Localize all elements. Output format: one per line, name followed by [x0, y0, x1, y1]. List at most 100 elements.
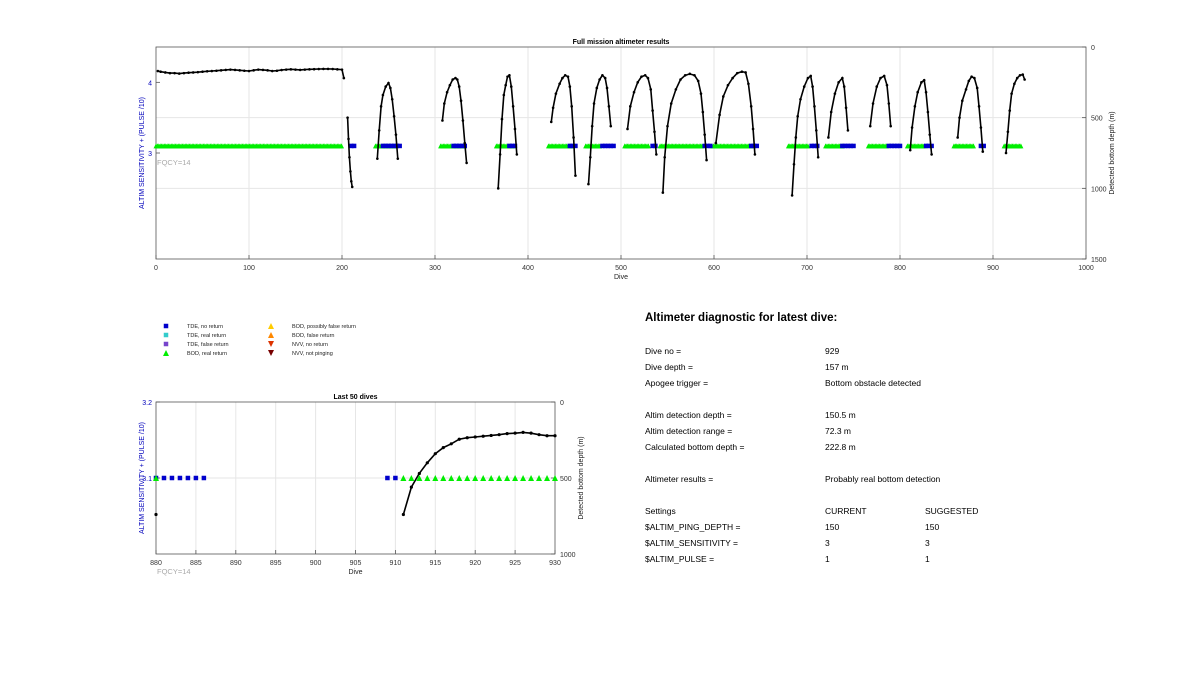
full-fqcy-annotation: FQCY=14: [157, 158, 191, 167]
last50-bod-real-marker: [456, 475, 463, 481]
full-depth-point: [651, 109, 654, 112]
last50-depth-point: [497, 433, 501, 437]
full-depth-point: [233, 68, 237, 72]
full-depth-point: [215, 69, 218, 73]
full-depth-point: [632, 90, 636, 94]
full-depth-point: [879, 76, 882, 80]
full-depth-point: [454, 76, 457, 80]
legend-marker-triangle-down: [268, 341, 274, 347]
full-depth-point: [913, 105, 917, 108]
last50-y-right-axis-label: Detected bottom depth (m): [578, 436, 585, 519]
last50-y-left-axis-label: ALTIM SENSITIVITY + (PULSE /10): [139, 422, 146, 534]
full-depth-point: [463, 141, 467, 145]
full-depth-point: [744, 71, 747, 74]
full-depth-point: [289, 68, 293, 71]
last50-bod-real-marker: [480, 475, 487, 481]
full-depth-point: [882, 74, 886, 78]
last50-bod-real-marker: [440, 475, 447, 481]
full-tde-no-return-marker: [926, 143, 932, 149]
full-depth-point: [815, 129, 818, 132]
last50-x-tick-label: 920: [469, 560, 481, 567]
full-depth-point: [924, 90, 928, 94]
legend-label: NVV, not pinging: [292, 351, 333, 357]
full-depth-point: [177, 72, 181, 75]
last50-depth-point: [553, 434, 557, 438]
full-bod-real-marker: [970, 143, 976, 149]
full-depth-point: [336, 68, 339, 71]
full-x-tick-label: 800: [894, 265, 906, 272]
full-depth-point: [317, 67, 321, 71]
full-depth-point: [457, 85, 461, 88]
full-title: Full mission altimeter results: [573, 39, 670, 46]
full-x-tick-label: 100: [243, 265, 255, 272]
full-depth-point: [629, 105, 632, 108]
legend-label: TDE, no return: [187, 324, 223, 330]
full-depth-point: [679, 78, 682, 81]
full-depth-point: [844, 106, 848, 110]
full-depth-point: [348, 155, 351, 159]
full-depth-point: [626, 127, 629, 131]
full-depth-point: [663, 155, 667, 159]
full-depth-point: [1021, 73, 1025, 76]
last50-x-tick-label: 895: [270, 560, 282, 567]
full-depth-point: [964, 88, 968, 91]
last50-x-tick-label: 915: [429, 560, 441, 567]
full-tde-no-return-marker: [351, 143, 357, 149]
full-depth-point: [956, 136, 959, 139]
full-depth-point: [566, 75, 570, 78]
full-depth-point: [384, 85, 388, 88]
legend-marker-triangle-up: [268, 323, 274, 329]
full-depth-point: [885, 83, 889, 87]
suggested-header: SUGGESTED: [925, 506, 979, 516]
last50-isolated-depth-point: [154, 512, 158, 517]
last50-bod-real-marker: [520, 475, 527, 481]
full-depth-point: [731, 76, 734, 80]
full-depth-point: [381, 93, 385, 97]
full-depth-point: [392, 114, 396, 118]
altimeter-results-label: Altimeter results =: [645, 474, 714, 484]
full-depth-point: [1004, 151, 1008, 155]
full-x-axis-label: Dive: [614, 274, 628, 281]
altimeter-results-value: Probably real bottom detection: [825, 474, 941, 484]
full-tde-no-return-marker: [600, 143, 605, 149]
full-depth-point: [238, 69, 241, 72]
full-tde-no-return-marker: [748, 143, 754, 149]
full-depth-point: [790, 194, 794, 197]
last50-title: Last 50 dives: [334, 394, 378, 401]
full-depth-point: [740, 70, 744, 74]
full-depth-point: [558, 82, 561, 86]
full-depth-trace: [587, 74, 612, 185]
full-depth-point: [726, 83, 730, 87]
full-depth-trace: [869, 74, 892, 127]
full-depth-point: [961, 99, 964, 103]
last50-bod-real-marker: [528, 475, 535, 481]
full-depth-point: [379, 105, 383, 108]
full-depth-point: [846, 129, 850, 132]
last50-tde-no-return-marker: [385, 475, 390, 481]
last50-depth-point: [545, 434, 549, 438]
full-depth-point: [837, 81, 840, 84]
full-tde-no-return-marker: [708, 143, 713, 149]
detection-range-value: 72.3 m: [825, 426, 851, 436]
full-x-tick-label: 400: [522, 265, 534, 272]
last50-y-right-tick-label: 1000: [560, 552, 576, 559]
full-y-left-tick-label: 4: [148, 80, 152, 87]
full-depth-point: [794, 136, 798, 139]
full-depth-point: [829, 110, 833, 114]
full-depth-point: [592, 102, 596, 105]
full-depth-point: [331, 67, 335, 71]
full-x-tick-label: 600: [708, 265, 720, 272]
full-depth-point: [751, 127, 755, 131]
full-depth-point: [182, 71, 186, 75]
full-depth-point: [977, 105, 981, 108]
full-y-right-tick-label: 500: [1091, 116, 1103, 123]
full-depth-point: [347, 137, 350, 141]
full-depth-point: [284, 68, 288, 71]
full-depth-point: [696, 79, 700, 83]
full-tde-no-return-marker: [608, 143, 614, 149]
full-tde-no-return-marker: [886, 143, 892, 149]
full-depth-point: [441, 119, 444, 122]
full-depth-point: [799, 97, 802, 101]
full-depth-point: [722, 95, 725, 98]
full-depth-point: [693, 73, 696, 77]
